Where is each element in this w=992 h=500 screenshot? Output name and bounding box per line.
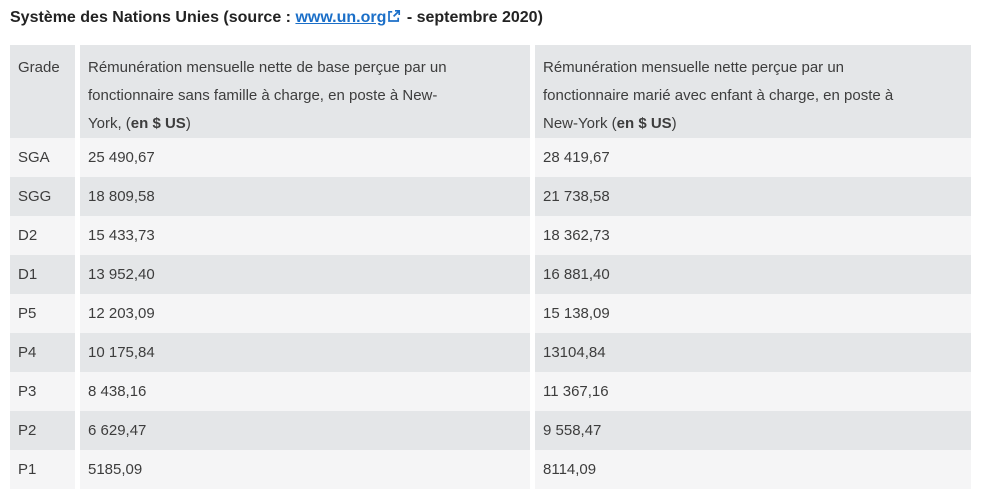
married-value-cell: 21 738,58 — [530, 177, 971, 216]
table-row: P3 8 438,16 11 367,16 — [10, 372, 971, 411]
single-value-cell: 12 203,09 — [75, 294, 530, 333]
table-row: D2 15 433,73 18 362,73 — [10, 216, 971, 255]
salary-table: Grade Rémunération mensuelle nette de ba… — [10, 45, 971, 489]
table-row: P2 6 629,47 9 558,47 — [10, 411, 971, 450]
married-value-cell: 16 881,40 — [530, 255, 971, 294]
table-body: SGA 25 490,67 28 419,67 SGG 18 809,58 21 738,… — [10, 138, 971, 489]
header-single-text: Rémunération mensuelle nette de base per… — [88, 59, 447, 132]
single-value-cell: 15 433,73 — [75, 216, 530, 255]
grade-cell: P1 — [10, 450, 75, 489]
page-title: Système des Nations Unies (source : www.… — [10, 8, 982, 28]
grade-cell: P5 — [10, 294, 75, 333]
table-row: SGA 25 490,67 28 419,67 — [10, 138, 971, 177]
column-header-single: Rémunération mensuelle nette de base per… — [75, 45, 530, 138]
married-value-cell: 8114,09 — [530, 450, 971, 489]
table-row: P5 12 203,09 15 138,09 — [10, 294, 971, 333]
single-value-cell: 5185,09 — [75, 450, 530, 489]
single-value-cell: 13 952,40 — [75, 255, 530, 294]
grade-cell: D1 — [10, 255, 75, 294]
column-header-married: Rémunération mensuelle nette perçue par … — [530, 45, 971, 138]
married-value-cell: 15 138,09 — [530, 294, 971, 333]
single-value-cell: 6 629,47 — [75, 411, 530, 450]
header-single-unit: en $ US — [130, 115, 186, 132]
married-value-cell: 28 419,67 — [530, 138, 971, 177]
grade-cell: P4 — [10, 333, 75, 372]
grade-cell: SGG — [10, 177, 75, 216]
grade-cell: P2 — [10, 411, 75, 450]
table-row: P1 5185,09 8114,09 — [10, 450, 971, 489]
title-prefix: Système des Nations Unies (source : — [10, 9, 296, 26]
header-married-close: ) — [671, 115, 677, 132]
table-row: SGG 18 809,58 21 738,58 — [10, 177, 971, 216]
married-value-cell: 11 367,16 — [530, 372, 971, 411]
single-value-cell: 25 490,67 — [75, 138, 530, 177]
table-row: D1 13 952,40 16 881,40 — [10, 255, 971, 294]
married-value-cell: 13104,84 — [530, 333, 971, 372]
title-suffix: - septembre 2020) — [402, 9, 543, 26]
single-value-cell: 10 175,84 — [75, 333, 530, 372]
source-link[interactable]: www.un.org — [295, 9, 387, 26]
column-header-grade: Grade — [10, 45, 75, 138]
single-value-cell: 18 809,58 — [75, 177, 530, 216]
header-married-unit: en $ US — [616, 115, 672, 132]
married-value-cell: 9 558,47 — [530, 411, 971, 450]
header-married-text: Rémunération mensuelle nette perçue par … — [543, 59, 894, 132]
married-value-cell: 18 362,73 — [530, 216, 971, 255]
grade-cell: P3 — [10, 372, 75, 411]
table-row: P4 10 175,84 13104,84 — [10, 333, 971, 372]
header-single-close: ) — [185, 115, 191, 132]
grade-cell: D2 — [10, 216, 75, 255]
header-row: Grade Rémunération mensuelle nette de ba… — [10, 45, 971, 138]
single-value-cell: 8 438,16 — [75, 372, 530, 411]
grade-cell: SGA — [10, 138, 75, 177]
external-link-icon — [387, 9, 401, 23]
